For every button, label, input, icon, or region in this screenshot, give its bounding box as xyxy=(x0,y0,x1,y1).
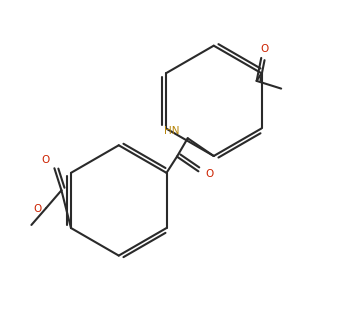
Text: O: O xyxy=(260,44,268,54)
Text: O: O xyxy=(205,169,213,179)
Text: HN: HN xyxy=(164,126,179,136)
Text: O: O xyxy=(42,155,50,165)
Text: O: O xyxy=(34,204,42,214)
